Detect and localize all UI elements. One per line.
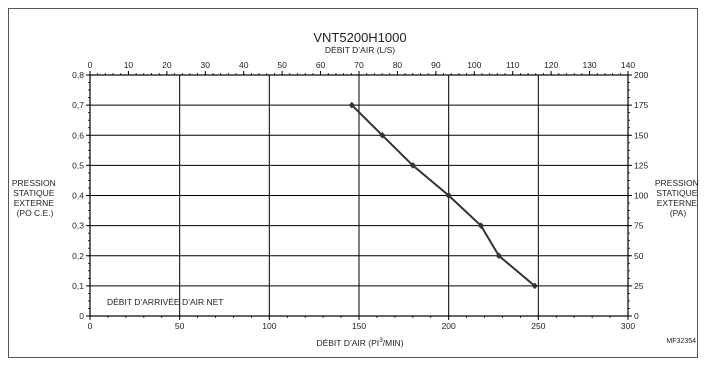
chart-title: VNT5200H1000 (313, 30, 406, 45)
series-annotation: DÉBIT D’ARRIVÉE D’AIR NET (107, 297, 224, 307)
x-bottom-tick-label: 0 (88, 321, 93, 331)
figure-frame (8, 8, 698, 358)
y-right-axis-label: PRESSION STATIQUE EXTERNE (PA) (655, 178, 701, 218)
series-line (348, 101, 538, 290)
y-right-tick-label: 0 (634, 311, 639, 321)
y-right-tick-label: 200 (634, 70, 648, 80)
y-left-tick-label: 0,3 (72, 221, 84, 231)
y-left-tick-label: 0,7 (72, 100, 84, 110)
x-bottom-tick-label: 150 (352, 321, 366, 331)
x-bottom-tick-label: 300 (621, 321, 635, 331)
y-left-tick-label: 0 (79, 311, 84, 321)
x-bottom-tick-label: 250 (531, 321, 545, 331)
x-top-axis-label: DÉBIT D’AIR (L/S) (325, 45, 395, 55)
y-right-tick-label: 75 (634, 221, 644, 231)
x-bottom-tick-label: 100 (262, 321, 276, 331)
x-top-tick-label: 20 (162, 60, 172, 70)
x-top-tick-label: 120 (544, 60, 558, 70)
x-top-tick-label: 80 (393, 60, 403, 70)
x-top-tick-label: 10 (124, 60, 134, 70)
x-top-tick-label: 130 (582, 60, 596, 70)
data-point-marker (379, 132, 386, 139)
x-bottom-tick-label: 200 (442, 321, 456, 331)
data-point-marker (445, 192, 452, 199)
tick-marks (86, 71, 632, 320)
y-right-tick-label: 25 (634, 281, 644, 291)
x-top-tick-label: 140 (621, 60, 635, 70)
y-left-tick-label: 0,2 (72, 251, 84, 261)
x-top-tick-label: 50 (277, 60, 287, 70)
x-top-tick-label: 70 (354, 60, 364, 70)
x-top-tick-label: 30 (201, 60, 211, 70)
x-top-tick-label: 60 (316, 60, 326, 70)
x-bottom-axis-label: DÉBIT D’AIR (PI3/MIN) (316, 337, 403, 348)
x-top-tick-label: 0 (88, 60, 93, 70)
data-point-marker (409, 162, 416, 169)
x-top-tick-label: 40 (239, 60, 249, 70)
x-bottom-tick-label: 50 (175, 321, 185, 331)
y-right-tick-label: 175 (634, 100, 648, 110)
data-point-marker (531, 282, 538, 290)
tick-labels: 0 50 100 150 200 250 30000,10,20,30,40,50,60,7… (72, 60, 648, 331)
x-top-tick-label: 90 (431, 60, 441, 70)
data-point-marker (477, 222, 485, 229)
y-left-tick-label: 0,4 (72, 191, 84, 201)
y-left-tick-label: 0,6 (72, 130, 84, 140)
data-point-marker (495, 252, 503, 259)
y-left-axis-label: PRESSION STATIQUE EXTERNE (PO C.E.) (12, 178, 58, 218)
y-left-tick-label: 0,8 (72, 70, 84, 80)
y-right-tick-label: 150 (634, 130, 648, 140)
y-right-tick-label: 100 (634, 191, 648, 201)
x-top-tick-label: 110 (506, 60, 520, 70)
y-left-tick-label: 0,1 (72, 281, 84, 291)
data-point-marker (348, 101, 356, 109)
y-left-tick-label: 0,5 (72, 160, 84, 170)
y-right-tick-label: 50 (634, 251, 644, 261)
x-top-tick-label: 100 (467, 60, 481, 70)
figure-id: MF32354 (666, 338, 696, 345)
y-right-tick-label: 125 (634, 160, 648, 170)
